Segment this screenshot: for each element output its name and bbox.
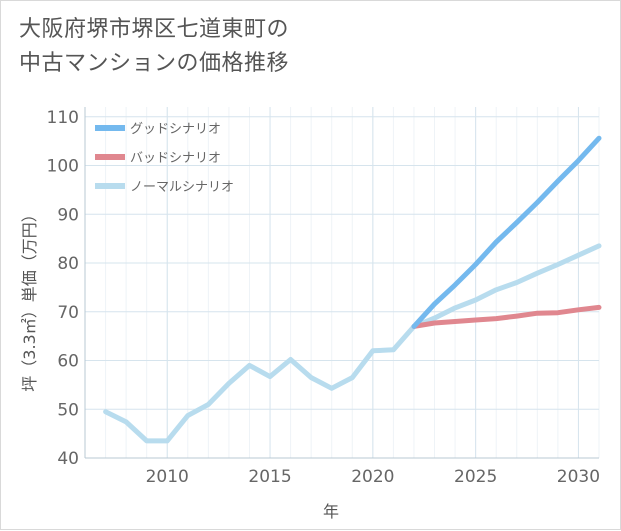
series-lines bbox=[103, 135, 602, 444]
x-tick-label: 2030 bbox=[557, 467, 600, 487]
series-line-0 bbox=[411, 135, 602, 329]
y-tick-label: 60 bbox=[57, 352, 79, 372]
x-tick-label: 2010 bbox=[146, 467, 189, 487]
y-tick-label: 50 bbox=[57, 400, 79, 420]
y-tick-label: 110 bbox=[47, 108, 79, 128]
series-line-1 bbox=[411, 304, 602, 329]
y-tick-label: 100 bbox=[47, 157, 79, 177]
x-tick-label: 2025 bbox=[454, 467, 497, 487]
tick-labels: 2010 2015 2020 2025 2030 40 50 60 70 80 90 100 110 bbox=[47, 108, 601, 487]
y-axis-title: 坪（3.3㎡）単価（万円） bbox=[20, 206, 39, 391]
legend-label: ノーマルシナリオ bbox=[130, 180, 234, 195]
y-tick-label: 70 bbox=[57, 303, 79, 323]
x-tick-label: 2015 bbox=[248, 467, 291, 487]
legend-label: バッドシナリオ bbox=[130, 151, 221, 166]
legend-label: グッドシナリオ bbox=[130, 122, 221, 137]
x-tick-label: 2020 bbox=[351, 467, 394, 487]
series-line-2 bbox=[103, 243, 602, 444]
y-tick-label: 80 bbox=[57, 254, 79, 274]
x-axis-title: 年 bbox=[323, 502, 339, 521]
y-tick-label: 40 bbox=[57, 449, 79, 469]
y-tick-label: 90 bbox=[57, 205, 79, 225]
axis-lines bbox=[84, 107, 599, 459]
chart-title: 大阪府堺市堺区七道東町の 中古マンションの価格推移 bbox=[19, 17, 290, 76]
